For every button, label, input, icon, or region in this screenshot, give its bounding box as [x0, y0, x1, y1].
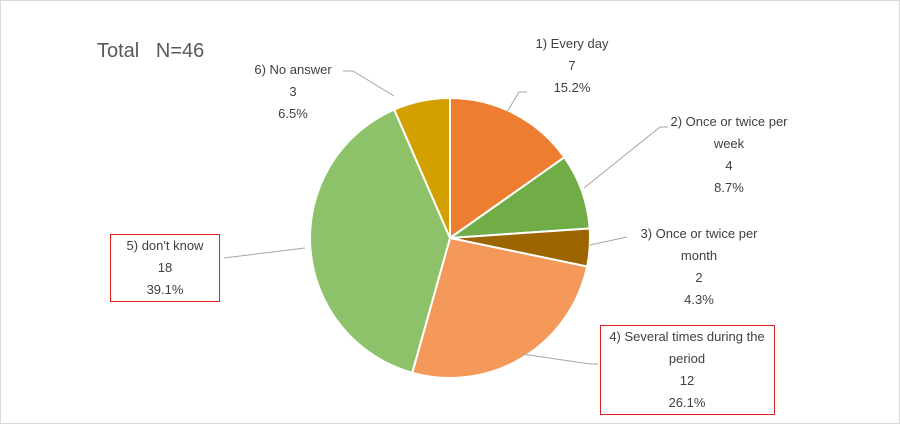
- label-percent: 39.1%: [146, 282, 184, 297]
- label-category: 5) don't know: [126, 238, 204, 253]
- leader-line: [223, 247, 306, 259]
- pie-slice: [410, 236, 589, 379]
- pie-slice: [392, 96, 451, 239]
- label-percent: 4.3%: [684, 292, 714, 307]
- label-percent: 6.5%: [278, 106, 308, 121]
- chart-title: Total N=46: [97, 40, 205, 62]
- data-label: 4) Several times during the period 12 26.1…: [599, 325, 775, 415]
- data-label: 1) Every day 7 15.2%: [507, 33, 637, 99]
- data-label: 6) No answer 3 6.5%: [233, 59, 353, 125]
- label-count: 7: [568, 58, 576, 73]
- label-count: 18: [157, 260, 173, 275]
- data-label: 5) don't know 18 39.1%: [110, 234, 220, 302]
- data-label: 2) Once or twice per week 4 8.7%: [664, 111, 794, 199]
- label-count: 4: [725, 158, 733, 173]
- leader-line: [589, 236, 628, 246]
- data-label: 3) Once or twice per month 2 4.3%: [624, 223, 774, 311]
- label-category: 6) No answer: [254, 62, 332, 77]
- leader-line: [583, 126, 668, 189]
- leader-line: [521, 353, 598, 365]
- leader-line: [343, 70, 395, 97]
- label-count: 2: [695, 270, 703, 285]
- label-percent: 26.1%: [668, 395, 706, 410]
- label-category: 3) Once or twice per month: [640, 226, 758, 263]
- pie-slice: [309, 108, 452, 375]
- label-category: 4) Several times during the period: [609, 329, 765, 366]
- pie-slice: [449, 96, 566, 240]
- label-category: 2) Once or twice per week: [670, 114, 788, 151]
- label-category: 1) Every day: [535, 36, 609, 51]
- leader-line: [506, 91, 527, 113]
- label-percent: 8.7%: [714, 180, 744, 195]
- label-count: 3: [289, 84, 297, 99]
- label-count: 12: [679, 373, 695, 388]
- label-percent: 15.2%: [553, 80, 591, 95]
